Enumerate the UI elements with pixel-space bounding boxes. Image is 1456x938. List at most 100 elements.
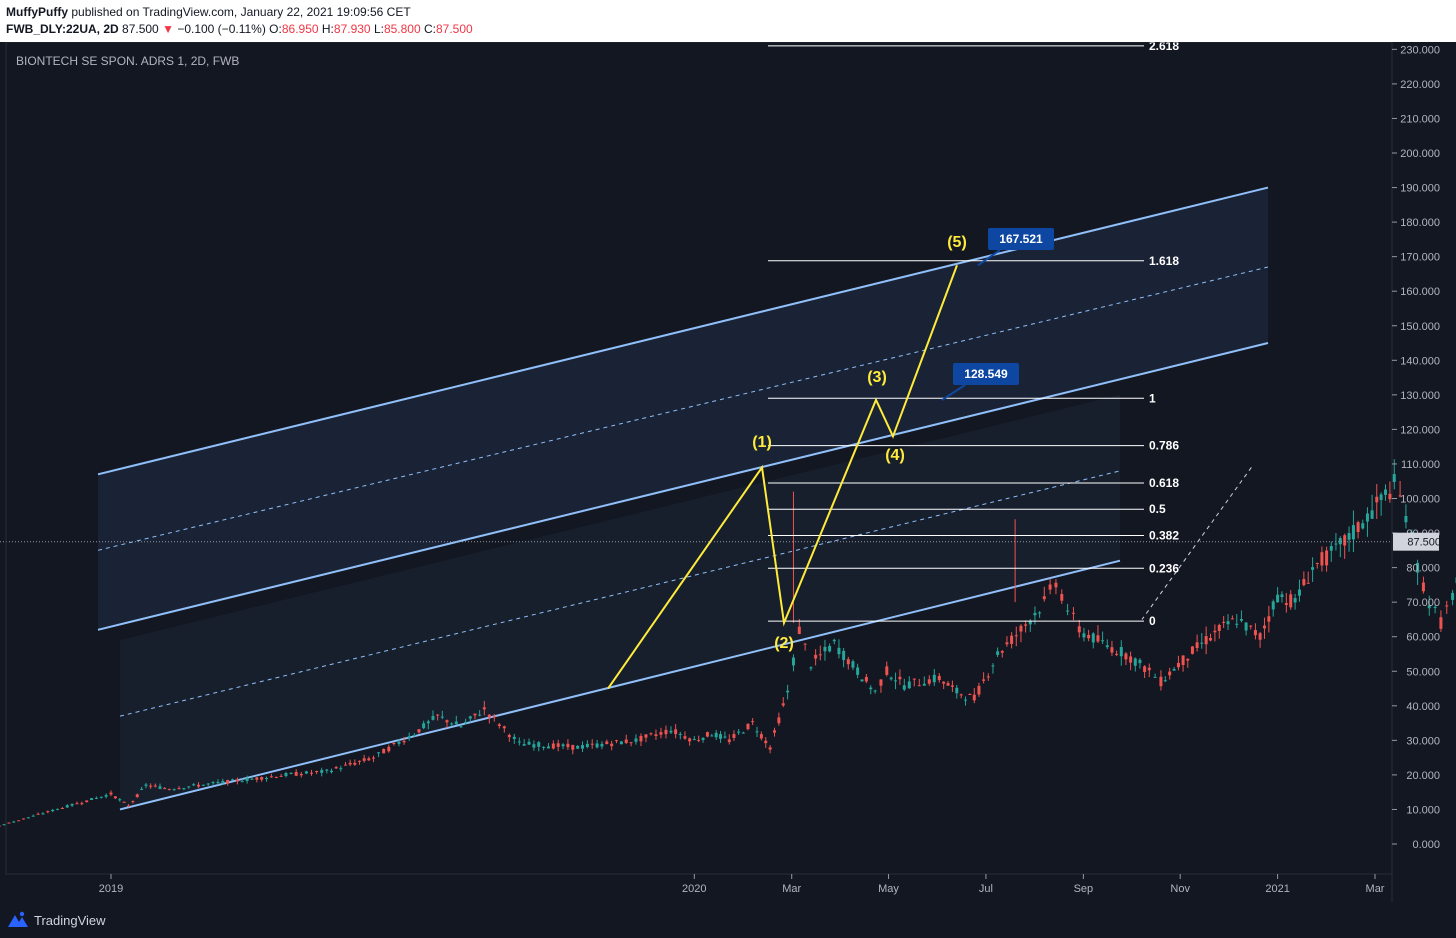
candle-body: [2, 824, 6, 826]
candle-body: [764, 740, 768, 744]
candle-body: [869, 687, 873, 690]
candle-body: [459, 726, 463, 728]
candle-body: [832, 639, 836, 642]
candle-body: [1361, 523, 1365, 529]
symbol-name[interactable]: FWB_DLY:22UA, 2D: [6, 22, 119, 36]
candle-body: [1147, 667, 1151, 671]
candle-body: [1253, 630, 1257, 636]
candle-body: [1105, 645, 1109, 648]
candle-body: [1451, 592, 1455, 600]
candle-body: [1311, 567, 1315, 570]
lower-channel-bottom[interactable]: [119, 559, 1121, 811]
candle-body: [1445, 605, 1449, 607]
candle-body: [1082, 633, 1086, 638]
candle-body: [1297, 589, 1301, 596]
lower-channel-fill: [120, 394, 1120, 810]
x-tick-label: Jul: [979, 883, 993, 895]
target-box[interactable]: [953, 363, 1019, 385]
candle-body: [1433, 606, 1437, 609]
elliott-wave-path[interactable]: [607, 264, 958, 690]
candle-body: [339, 768, 343, 770]
x-tick-label: 2019: [99, 883, 123, 895]
y-tick-label: 110.000: [1401, 459, 1440, 471]
candle-body: [1060, 594, 1064, 601]
wave-label: (2): [774, 635, 794, 652]
upper-channel-top[interactable]: [97, 186, 1269, 476]
low-label: L:: [373, 22, 384, 36]
candle-body: [31, 815, 35, 817]
candle-body: [1262, 625, 1266, 629]
candle-body: [315, 771, 319, 773]
candle-body: [912, 678, 916, 680]
candle-body: [1293, 598, 1297, 603]
y-tick-label: 0.000: [1412, 839, 1440, 851]
y-tick-label: 160.000: [1400, 286, 1440, 298]
candle-body: [605, 741, 609, 745]
candle-body: [131, 801, 135, 803]
candle-body: [1375, 496, 1379, 503]
tradingview-logo[interactable]: TradingView: [6, 911, 106, 929]
target-label: 128.549: [964, 367, 1008, 381]
candle-body: [1258, 633, 1262, 640]
candle-body: [1159, 676, 1163, 687]
candle-body: [1124, 653, 1128, 660]
candle-body: [860, 679, 864, 682]
candle-body: [1365, 513, 1369, 522]
candle-body: [837, 647, 841, 655]
target-box[interactable]: [988, 228, 1054, 250]
candle-body: [571, 744, 575, 750]
candle-body: [7, 822, 11, 824]
candle-body: [1343, 535, 1347, 546]
candle-body: [932, 674, 936, 683]
candle-body: [56, 808, 60, 810]
candle-body: [1209, 637, 1213, 641]
candle-body: [600, 743, 604, 747]
candle-body: [1195, 642, 1199, 648]
author-name[interactable]: MuffyPuffy: [6, 5, 68, 19]
candle-body: [692, 739, 696, 741]
price-chart[interactable]: 0 0.236 0.382 0.5 0.618 0.786 1 1.618 2.618 (1) (…: [0, 42, 1456, 902]
candle-body: [922, 683, 926, 686]
candle-body: [851, 661, 855, 668]
candle-body: [1163, 680, 1167, 682]
candle-body: [842, 650, 846, 661]
price-change: −0.100 (−0.11%): [177, 22, 266, 36]
candle-body: [153, 785, 157, 787]
candle-body: [1091, 633, 1095, 643]
candle-body: [669, 730, 673, 733]
candle-body: [629, 742, 633, 744]
candle-body: [299, 773, 303, 776]
candle-body: [1276, 594, 1280, 603]
candle-body: [1325, 550, 1329, 566]
upper-channel-bottom[interactable]: [97, 342, 1269, 631]
candle-body: [85, 800, 89, 803]
candle-body: [846, 659, 850, 665]
candle-body: [422, 723, 426, 729]
candle-body: [1315, 562, 1319, 564]
candle-body: [937, 675, 941, 681]
candle-body: [304, 771, 308, 774]
upper-channel-mid[interactable]: [97, 266, 1269, 551]
wave-label: (5): [947, 234, 967, 251]
candle-body: [17, 820, 21, 822]
candle-body: [1427, 605, 1431, 609]
candle-body: [678, 733, 682, 735]
target-pointer: [977, 249, 1001, 267]
candle-body: [279, 775, 283, 777]
candle-body: [445, 720, 449, 723]
candle-body: [615, 740, 619, 742]
candle-body: [803, 643, 807, 645]
candle-body: [1329, 546, 1333, 551]
candle-body: [1338, 538, 1342, 545]
candle-body: [140, 788, 144, 790]
candle-body: [149, 785, 153, 787]
lower-channel-mid[interactable]: [119, 470, 1121, 717]
candle-body: [284, 773, 288, 777]
candle-body: [590, 743, 594, 745]
candle-body: [1404, 516, 1408, 523]
fib-level-label: 1.618: [1149, 254, 1179, 268]
candle-body: [512, 736, 516, 740]
high-label: H:: [321, 22, 334, 36]
candle-body: [182, 788, 186, 790]
candle-body: [986, 676, 990, 678]
